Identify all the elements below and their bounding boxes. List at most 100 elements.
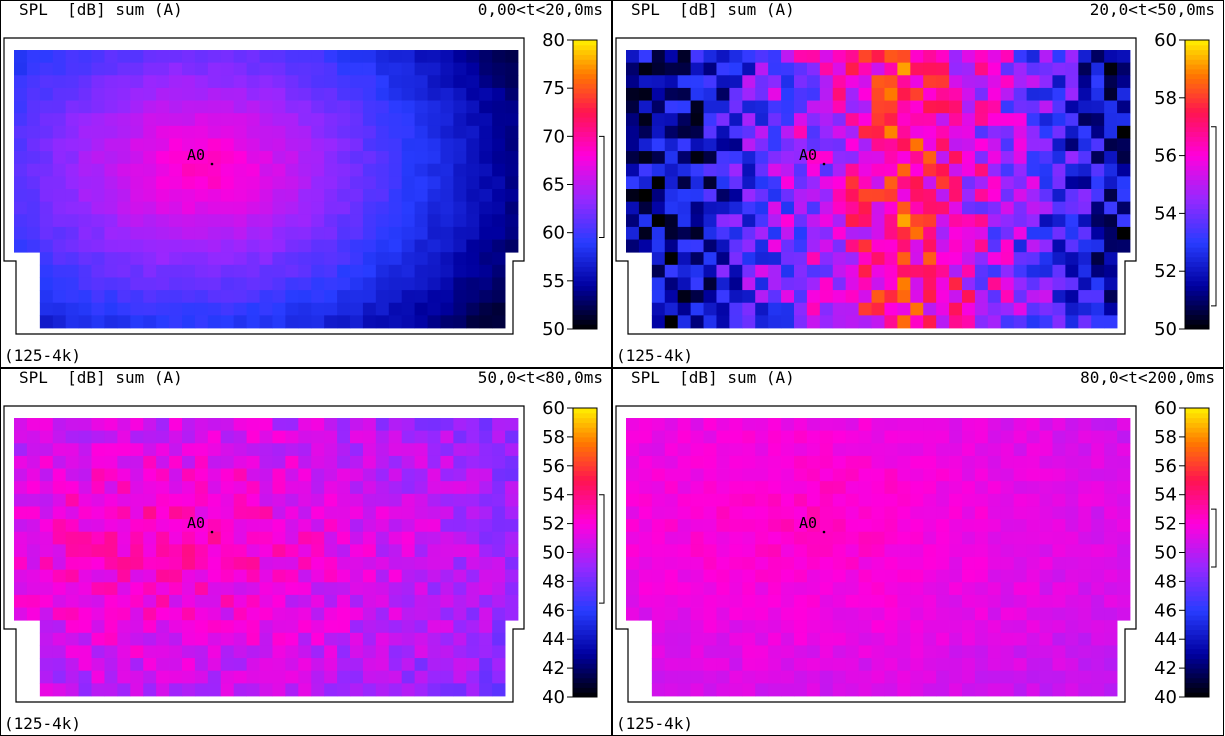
heatmap-cell [130,87,144,101]
heatmap-cell [14,239,28,253]
heatmap-cell [974,582,989,596]
heatmap-cell [1091,302,1105,316]
heatmap-cell [703,100,717,114]
heatmap-cell [259,302,273,316]
heatmap-cell [194,683,209,697]
colorbar-segment [1185,610,1209,616]
colorbar-segment [1185,634,1209,640]
heatmap-cell [26,443,41,457]
heatmap-cell [871,506,885,520]
heatmap-cell [1039,632,1053,646]
heatmap-cell [1000,531,1015,545]
heatmap-cell [884,683,898,697]
heatmap-cell [440,430,454,444]
heatmap-cell [375,50,390,64]
heatmap-cell [1104,138,1118,152]
heatmap-cell [884,290,898,304]
heatmap-cell [806,506,821,520]
heatmap-cell [505,226,519,240]
colorbar-segment [1185,251,1209,258]
heatmap-cell [65,569,80,583]
heatmap-cell [194,645,209,659]
heatmap-cells [626,50,1131,329]
colorbar-segment [573,112,597,118]
heatmap-cell [858,531,872,545]
heatmap-cell [910,87,924,101]
heatmap-cell [794,113,808,127]
colorbar-segment [573,571,597,578]
heatmap-cell [626,163,640,177]
heatmap-cell [14,113,28,127]
colorbar-segment [1185,668,1209,674]
heatmap-cell [233,468,248,482]
colorbar-segment [1185,198,1209,205]
heatmap-cell [427,468,441,482]
heatmap-cell [858,443,872,457]
heatmap-cell [337,493,351,507]
heatmap-cell [104,87,118,101]
heatmap-cell [716,100,730,114]
heatmap-cell [104,645,118,659]
heatmap-cell [742,569,756,583]
heatmap-cell [285,658,299,672]
heatmap-cell [884,315,898,329]
heatmap-cell [962,594,976,608]
heatmap-cell [1104,582,1118,596]
heatmap-cell [78,481,92,495]
colorbar-segment [573,49,597,55]
heatmap-cell [923,658,937,672]
colorbar-segment [1185,687,1209,693]
heatmap-cell [1091,87,1105,101]
heatmap-cell [375,455,390,469]
heatmap-cell [65,544,80,558]
heatmap-cell [781,75,795,89]
heatmap-cell [987,481,1002,495]
colorbar-segment [573,547,597,553]
heatmap-cell [845,493,860,507]
heatmap-cell [285,151,299,165]
heatmap-cell [285,239,299,253]
heatmap-cell [974,645,989,659]
heatmap-cell [194,125,209,139]
heatmap-cell [39,189,54,203]
heatmap-cell [794,252,808,266]
colorbar-tick-label: 58 [542,427,565,448]
heatmap-cell [156,594,170,608]
colorbar-tick-label: 52 [1154,261,1177,282]
heatmap-cell [1078,277,1092,291]
heatmap-cell [974,302,989,316]
heatmap-cell [466,50,480,64]
heatmap-cell [1117,430,1131,444]
heatmap-cell [1039,151,1053,165]
heatmap-cell [858,151,872,165]
heatmap-cell [962,138,976,152]
heatmap-cell [768,569,782,583]
heatmap-cell [39,468,54,482]
heatmap-cell [755,125,769,139]
colorbar-segment [573,523,597,529]
heatmap-cell [974,569,989,583]
heatmap-cell [832,50,847,64]
heatmap-cell [362,239,377,253]
heatmap-cell [897,519,911,533]
heatmap-cell [806,100,821,114]
heatmap-cell [1000,100,1015,114]
heatmap-cell [156,620,170,634]
heatmap-cell [716,277,730,291]
heatmap-cell [52,418,67,432]
heatmap-cell [182,201,196,215]
heatmap-cell [781,481,795,495]
colorbar-segment [573,155,597,161]
heatmap-cell [26,75,41,89]
heatmap-cell [936,658,950,672]
heatmap-cell [729,632,743,646]
heatmap-cell [690,201,704,215]
heatmap-cell [298,277,312,291]
colorbar-tick-label: 50 [1154,543,1177,564]
heatmap-cell [466,125,480,139]
heatmap-cell [65,645,80,659]
heatmap-cell [182,302,196,316]
heatmap-cell [117,468,131,482]
heatmap-cell [871,670,885,684]
heatmap-cell [182,176,196,190]
